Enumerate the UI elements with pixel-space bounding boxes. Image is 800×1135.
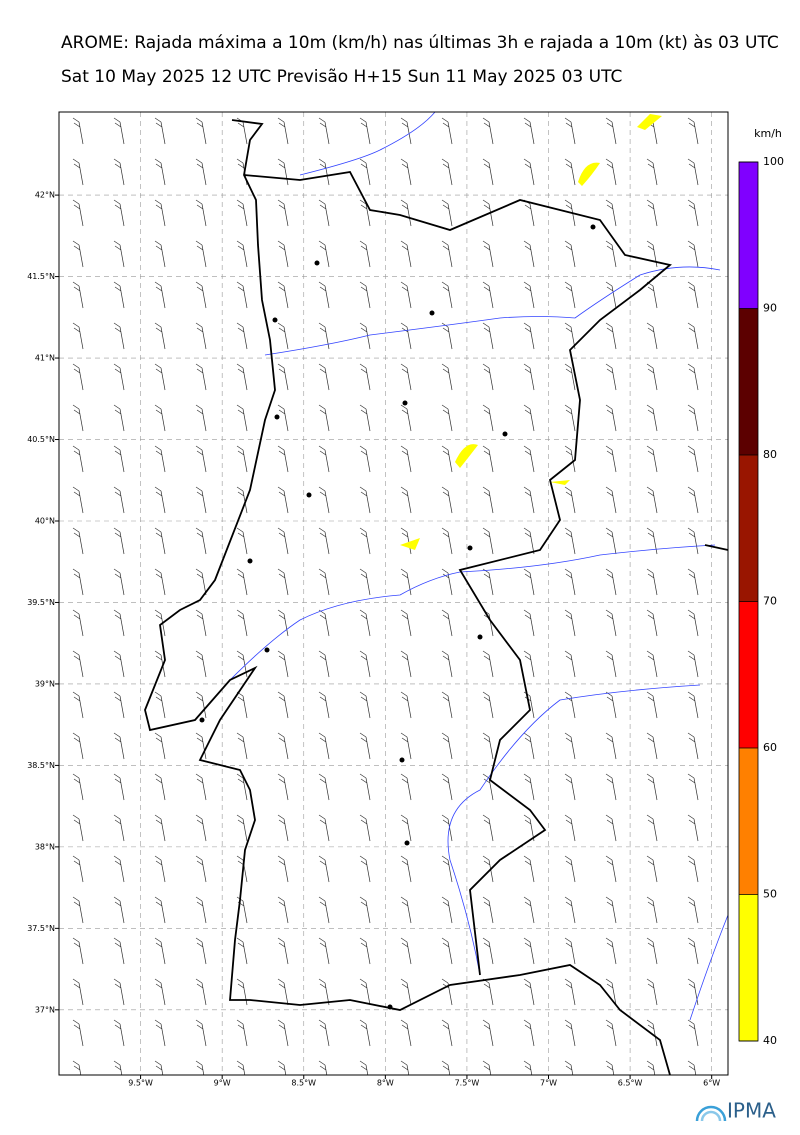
colorbar-label: 60 xyxy=(763,741,777,754)
rivers xyxy=(229,111,729,1021)
title: AROME: Rajada máxima a 10m (km/h) nas úl… xyxy=(61,33,779,53)
colorbar-segment xyxy=(739,162,758,309)
y-tick-label: 41.5°N xyxy=(27,272,55,281)
x-tick-label: 7.5°W xyxy=(455,1079,480,1088)
colorbar-segment xyxy=(739,894,758,1041)
colorbar: km/h 40 50 60 70 80 90 100 xyxy=(738,127,784,1047)
y-tick-label: 41°N xyxy=(35,354,55,363)
colorbar-label: 100 xyxy=(763,155,784,168)
colorbar-segment xyxy=(739,601,758,748)
colorbar-label: 70 xyxy=(763,595,777,608)
wind-barbs xyxy=(59,112,728,1075)
logo-text: IPMA xyxy=(727,1099,776,1123)
colorbar-label: 40 xyxy=(763,1034,777,1047)
y-tick-label: 42°N xyxy=(35,191,55,200)
y-tick-label: 40.5°N xyxy=(27,435,55,444)
colorbar-segment xyxy=(739,308,758,455)
y-tick-label: 40°N xyxy=(35,516,55,525)
colorbar-label: 80 xyxy=(763,448,777,461)
cities xyxy=(199,224,596,1010)
colorbar-frame xyxy=(738,161,759,1042)
x-tick-label: 9.5°W xyxy=(128,1079,153,1088)
colorbar-unit: km/h xyxy=(754,127,782,140)
gust-areas xyxy=(400,114,662,550)
colorbar-label: 90 xyxy=(763,302,777,315)
colorbar-segment xyxy=(739,455,758,602)
y-tick-label: 37°N xyxy=(35,1005,55,1014)
map-frame xyxy=(58,111,729,1076)
x-tick-label: 7°W xyxy=(540,1079,557,1088)
x-tick-label: 9°W xyxy=(214,1079,231,1088)
colorbar-label: 50 xyxy=(763,888,777,901)
x-tick-label: 6.5°W xyxy=(618,1079,643,1088)
coastline xyxy=(144,119,729,1076)
y-tick-label: 38°N xyxy=(35,842,55,851)
logo: IPMA xyxy=(695,1099,776,1123)
y-tick-label: 39°N xyxy=(35,679,55,688)
y-tick-label: 39.5°N xyxy=(27,598,55,607)
x-tick-label: 8.5°W xyxy=(291,1079,316,1088)
subtitle: Sat 10 May 2025 12 UTC Previsão H+15 Sun… xyxy=(61,67,622,87)
y-tick-label: 38.5°N xyxy=(27,761,55,770)
x-tick-label: 8°W xyxy=(377,1079,394,1088)
map: 9.5°W 9°W 8.5°W 8°W 7.5°W 7°W 6.5°W 6°W 42°N 41.5… xyxy=(27,111,729,1088)
x-tick-label: 6°W xyxy=(703,1079,720,1088)
colorbar-segment xyxy=(739,748,758,895)
y-tick-label: 37.5°N xyxy=(27,924,55,933)
